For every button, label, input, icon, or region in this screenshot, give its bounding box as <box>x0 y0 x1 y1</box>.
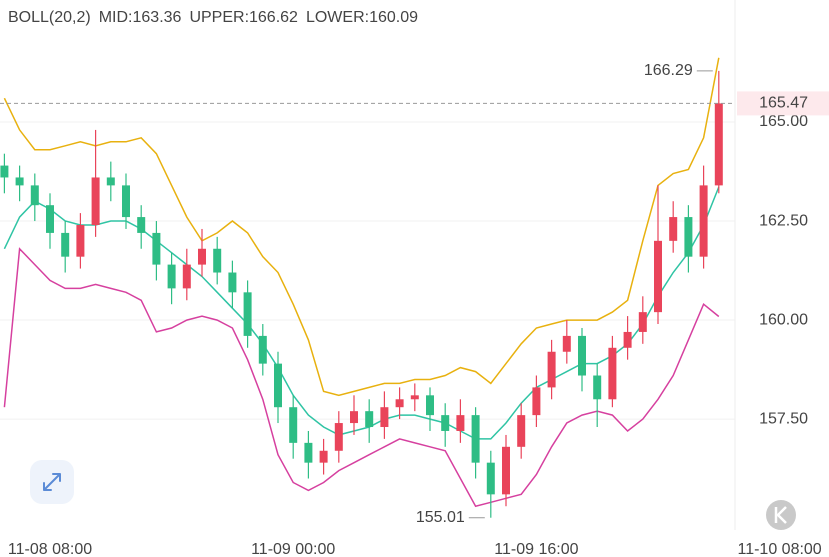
y-tick-label: 165.00 <box>759 113 808 130</box>
legend-entry: UPPER:166.62 <box>189 9 298 26</box>
candle-body <box>547 351 556 388</box>
candle-body <box>350 411 358 424</box>
candle-body <box>562 335 571 352</box>
candle-body <box>684 217 693 257</box>
candle-body <box>304 442 313 463</box>
high-label: 166.29 <box>644 62 693 79</box>
candle-body <box>76 224 85 257</box>
candle-body <box>334 423 343 451</box>
candle-body <box>274 363 282 408</box>
candle-body <box>289 407 298 443</box>
candle-body <box>471 415 480 463</box>
candle-body <box>122 185 130 218</box>
x-tick-label: 11-10 08:00 <box>737 541 821 557</box>
candle-body <box>669 217 678 241</box>
candle-body <box>608 347 617 400</box>
candle-body <box>137 217 146 233</box>
y-tick-label: 162.50 <box>759 212 808 229</box>
y-tick-label: 160.00 <box>759 311 808 328</box>
last-price-label: 165.47 <box>759 95 808 112</box>
candle-body <box>46 205 54 233</box>
candle-body <box>410 395 419 400</box>
candle-body <box>502 446 510 495</box>
candle-body <box>30 185 39 206</box>
candle-body <box>426 395 434 416</box>
candle-body <box>365 411 374 428</box>
candle-body <box>623 331 632 348</box>
candle-body <box>456 415 465 431</box>
candle-body <box>638 312 647 332</box>
candle-body <box>61 232 70 257</box>
band-line <box>3 57 720 397</box>
candle-body <box>228 272 237 293</box>
legend-entry: LOWER:160.09 <box>306 9 418 26</box>
candle-body <box>0 165 9 178</box>
band-line <box>3 247 720 508</box>
candle-body <box>532 387 541 416</box>
candle-body <box>380 407 389 428</box>
candle-body <box>258 335 267 364</box>
candle-body <box>319 450 328 463</box>
candle-body <box>714 103 723 186</box>
y-tick-label: 157.50 <box>759 410 808 427</box>
indicator-name: BOLL(20,2) <box>8 9 91 26</box>
candle-body <box>167 264 176 289</box>
candle-body <box>699 185 708 257</box>
candle-body <box>15 177 24 186</box>
low-label: 155.01 <box>416 509 465 526</box>
last-price-box <box>737 91 829 116</box>
x-tick-label: 11-09 00:00 <box>251 541 335 557</box>
candle-body <box>517 415 526 447</box>
candle-body <box>213 248 222 273</box>
x-tick-label: 11-08 08:00 <box>8 541 92 557</box>
indicator-legend: MID:163.36 UPPER:166.62 LOWER:160.09 <box>99 9 418 26</box>
candle-body <box>152 232 161 265</box>
candle-body <box>578 335 586 376</box>
candle-body <box>182 264 191 289</box>
x-tick-label: 11-09 16:00 <box>494 541 578 557</box>
band-line <box>3 186 720 440</box>
candle-body <box>198 248 206 265</box>
candle-body <box>106 177 115 186</box>
candle-body <box>441 415 450 431</box>
candle-body <box>486 462 495 495</box>
candle-body <box>654 240 662 313</box>
legend-entry: MID:163.36 <box>99 9 182 26</box>
back-button[interactable] <box>766 500 796 530</box>
expand-button[interactable] <box>30 460 74 504</box>
candle-body <box>91 177 100 225</box>
candle-body <box>593 375 602 400</box>
candle-body <box>395 399 404 408</box>
candle-body <box>243 292 252 336</box>
